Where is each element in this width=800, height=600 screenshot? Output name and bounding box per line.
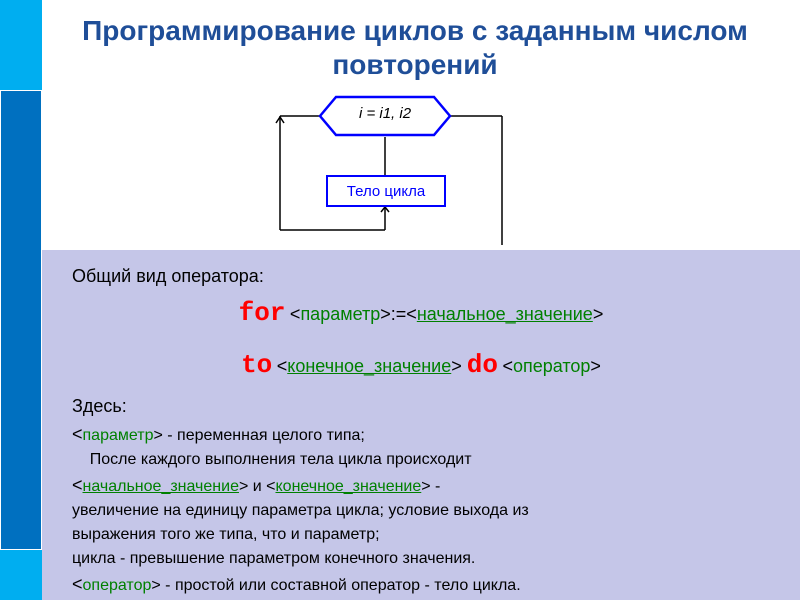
hex-label: i = i1, i2 bbox=[338, 105, 432, 122]
zdes: Здесь: bbox=[72, 396, 770, 417]
assign: := bbox=[391, 304, 407, 324]
syntax-line-2: to <конечное_значение> do <оператор> bbox=[72, 345, 770, 387]
kw-to: to bbox=[241, 350, 272, 380]
param: параметр bbox=[300, 304, 380, 324]
operator: оператор bbox=[513, 356, 590, 376]
flowchart: i = i1, i2 Тело цикла bbox=[240, 95, 530, 245]
kw-do: do bbox=[467, 350, 498, 380]
kw-for: for bbox=[239, 298, 286, 328]
syntax-line-1: for <параметр>:=<начальное_значение> bbox=[72, 293, 770, 335]
start-value: начальное_значение bbox=[417, 304, 593, 324]
intro-label: Общий вид оператора: bbox=[72, 266, 770, 287]
code-panel: Общий вид оператора: for <параметр>:=<на… bbox=[42, 250, 800, 600]
left-stripe-inner bbox=[0, 90, 42, 550]
end-value: конечное_значение bbox=[287, 356, 451, 376]
desc-block: <параметр> - переменная целого типа; Пос… bbox=[72, 421, 770, 598]
loop-body-box: Тело цикла bbox=[326, 175, 446, 207]
page-title: Программирование циклов с заданным число… bbox=[55, 14, 775, 81]
